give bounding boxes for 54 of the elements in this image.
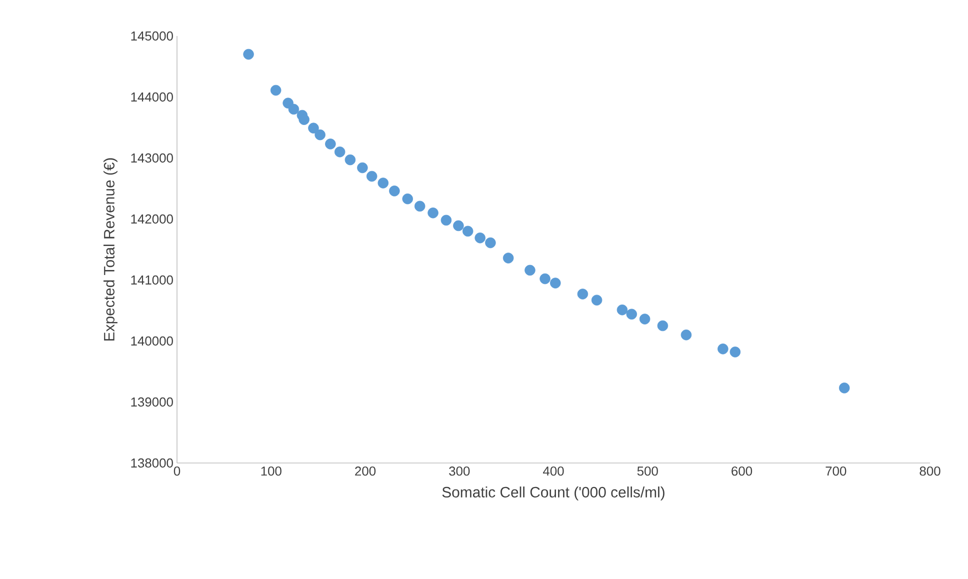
point <box>357 162 368 174</box>
point <box>414 200 426 212</box>
y-tick-label: 143000 <box>131 153 173 163</box>
y-tick-label: 138000 <box>131 458 173 468</box>
x-tick-label: 300 <box>449 466 470 476</box>
point <box>616 304 628 316</box>
point <box>591 294 602 306</box>
point <box>730 346 741 358</box>
y-tick-label: 139000 <box>131 397 173 407</box>
point <box>288 104 300 115</box>
point <box>680 330 692 340</box>
y-axis-title: Expected Total Revenue (€) <box>104 158 118 340</box>
point <box>402 193 413 204</box>
point <box>550 278 561 288</box>
point <box>524 264 536 276</box>
y-tick-label: 145000 <box>131 31 173 41</box>
point <box>344 154 356 166</box>
point <box>428 208 438 218</box>
point <box>502 252 514 264</box>
x-tick-label: 400 <box>543 466 564 476</box>
x-tick-label: 100 <box>261 466 282 476</box>
point <box>453 220 464 232</box>
point <box>325 138 336 150</box>
point <box>314 129 326 140</box>
x-tick-label: 700 <box>826 466 846 476</box>
x-tick-label: 0 <box>174 466 180 476</box>
x-tick-label: 600 <box>732 466 752 476</box>
point <box>639 314 650 324</box>
point <box>485 237 496 248</box>
x-tick-label: 200 <box>355 466 376 476</box>
y-tick-label: 141000 <box>131 275 173 285</box>
point <box>657 320 668 332</box>
y-tick-label: 140000 <box>131 336 173 346</box>
point <box>718 344 728 354</box>
point <box>366 170 378 182</box>
point <box>243 48 254 60</box>
point <box>270 84 282 96</box>
point <box>378 178 389 188</box>
y-tick-label: 144000 <box>131 92 173 102</box>
point <box>540 273 550 284</box>
y-tick-label: 142000 <box>131 214 173 224</box>
point <box>389 186 400 196</box>
point <box>626 308 638 320</box>
point <box>308 122 319 134</box>
point <box>462 226 474 237</box>
point <box>334 146 346 158</box>
x-axis-title: Somatic Cell Count ('000 cells/ml) <box>442 486 664 500</box>
point <box>298 114 310 125</box>
point <box>577 288 588 300</box>
x-tick-label: 800 <box>920 466 940 476</box>
x-tick-label: 500 <box>637 466 658 476</box>
point <box>838 382 850 394</box>
point <box>440 214 452 226</box>
point <box>474 232 486 244</box>
